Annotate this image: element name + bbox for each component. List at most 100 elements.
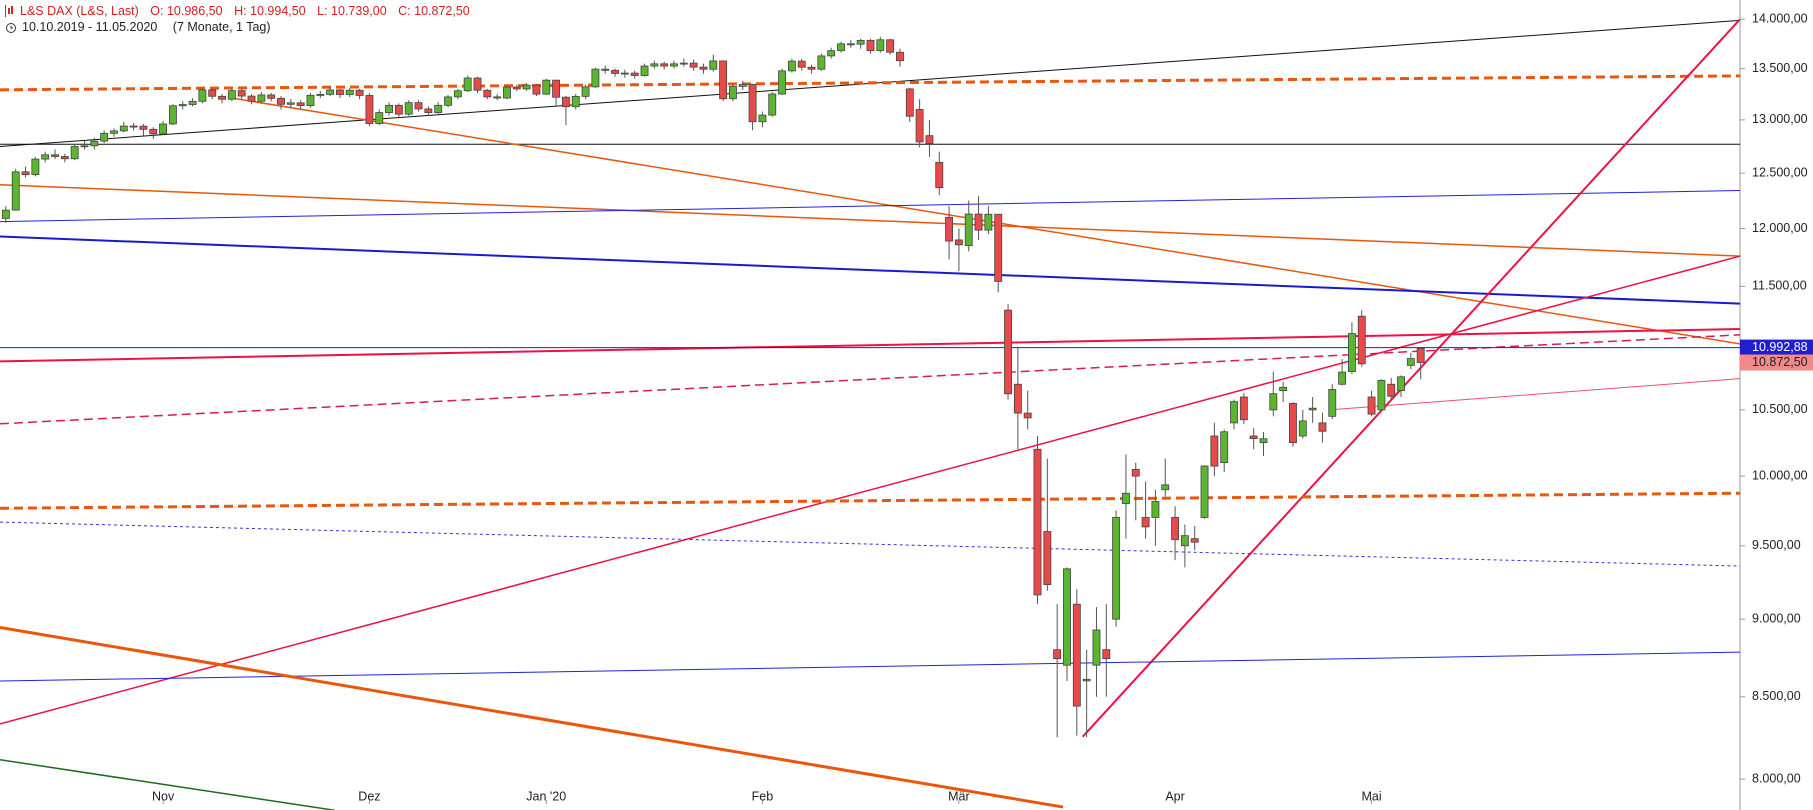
candle-body bbox=[984, 213, 993, 231]
candle-body bbox=[876, 39, 885, 51]
candle-body bbox=[90, 140, 99, 147]
trendline bbox=[0, 183, 1740, 257]
candle-body bbox=[1161, 484, 1170, 491]
candle-body bbox=[385, 104, 394, 113]
candle-body bbox=[945, 216, 954, 242]
candle-body bbox=[1279, 386, 1288, 392]
trendline bbox=[0, 758, 336, 810]
candle-body bbox=[1416, 347, 1425, 363]
header: L&S DAX (L&S, Last) O: 10.986,50 H: 10.9… bbox=[5, 4, 470, 34]
candle-body bbox=[866, 39, 875, 51]
x-tick-label: Jan '20 bbox=[526, 789, 566, 803]
candle-body bbox=[404, 102, 413, 115]
x-tick-label: Apr bbox=[1165, 789, 1184, 803]
candle-body bbox=[503, 86, 511, 99]
candle-body bbox=[1210, 435, 1219, 467]
candle-body bbox=[846, 43, 855, 46]
candle-body bbox=[1289, 403, 1297, 443]
icon bbox=[8, 8, 10, 14]
candle-body bbox=[837, 43, 845, 52]
candle-body bbox=[1082, 678, 1091, 682]
candle-body bbox=[1023, 412, 1032, 419]
candle-body bbox=[237, 90, 246, 97]
candle-body bbox=[424, 108, 433, 113]
candle-body bbox=[1357, 315, 1366, 365]
price-marker-label: 10.872,50 bbox=[1752, 355, 1808, 369]
candle-body bbox=[365, 95, 374, 124]
quote: C: 10.872,50 bbox=[398, 4, 470, 18]
candle-body bbox=[1347, 333, 1356, 373]
candle-body bbox=[11, 171, 20, 211]
candle-body bbox=[787, 60, 796, 72]
candle-body bbox=[1308, 407, 1317, 411]
candle-body bbox=[748, 83, 757, 123]
candle-body bbox=[738, 83, 747, 87]
candle-body bbox=[709, 60, 718, 70]
candle-body bbox=[758, 114, 767, 123]
trendline bbox=[0, 235, 1740, 305]
candle-body bbox=[277, 97, 285, 105]
candle-body bbox=[1043, 531, 1052, 586]
icon bbox=[11, 6, 13, 14]
candle-body bbox=[620, 72, 629, 75]
y-tick-label: 14.000,00 bbox=[1752, 12, 1808, 26]
candle-body bbox=[581, 86, 590, 97]
candle-body bbox=[925, 135, 934, 144]
candle-body bbox=[512, 86, 521, 90]
candle-body bbox=[1141, 517, 1150, 528]
instrument: L&S DAX (L&S, Last) bbox=[20, 4, 139, 18]
icon bbox=[5, 5, 6, 17]
candle-body bbox=[139, 125, 148, 130]
candle-body bbox=[1053, 649, 1062, 660]
span: (7 Monate, 1 Tag) bbox=[173, 20, 271, 34]
candle-body bbox=[827, 50, 836, 57]
candle-body bbox=[1092, 629, 1101, 666]
candle-body bbox=[817, 55, 826, 70]
y-tick-label: 13.500,00 bbox=[1752, 61, 1808, 75]
candle-body bbox=[630, 72, 639, 76]
x-tick-label: Nov bbox=[152, 789, 175, 803]
trendline bbox=[0, 491, 1740, 510]
trendline bbox=[0, 626, 1064, 809]
candle-body bbox=[571, 95, 580, 108]
candle-body bbox=[797, 60, 806, 68]
candle-body bbox=[188, 100, 197, 105]
candle-body bbox=[1230, 401, 1238, 424]
candle-body bbox=[1131, 468, 1140, 477]
candle-body bbox=[1239, 396, 1248, 421]
candle-body bbox=[1180, 535, 1189, 547]
candle-body bbox=[1220, 431, 1229, 464]
candle-body bbox=[483, 89, 492, 98]
candle-body bbox=[768, 93, 777, 116]
candle-body bbox=[355, 89, 364, 96]
y-tick-label: 12.000,00 bbox=[1752, 221, 1808, 235]
header-period: 10.10.2019 - 11.05.2020 (7 Monate, 1 Tag… bbox=[22, 20, 271, 34]
clock-icon bbox=[6, 23, 16, 33]
candle-body bbox=[119, 125, 128, 132]
candle-body bbox=[149, 128, 158, 135]
candle-body bbox=[1259, 438, 1268, 443]
y-tick-label: 9.500,00 bbox=[1752, 538, 1801, 552]
candle-body bbox=[1151, 501, 1160, 518]
candle-body bbox=[994, 213, 1003, 282]
trendline bbox=[1081, 18, 1740, 738]
candle-body bbox=[1102, 649, 1111, 660]
candle-body bbox=[1063, 568, 1071, 666]
candle-body bbox=[159, 123, 168, 135]
candle-body bbox=[1004, 309, 1012, 395]
candle-body bbox=[247, 95, 256, 102]
candle-body bbox=[345, 89, 354, 95]
y-tick-label: 8.500,00 bbox=[1752, 689, 1801, 703]
candle-body bbox=[70, 146, 79, 160]
candle-body bbox=[719, 60, 728, 100]
x-tick-label: Mär bbox=[948, 789, 970, 803]
candle-body bbox=[650, 63, 659, 67]
candle-body bbox=[267, 94, 276, 99]
candle-body bbox=[444, 96, 452, 106]
candle-body bbox=[1406, 358, 1415, 366]
price-marker-label: 10.992,88 bbox=[1752, 340, 1808, 354]
candle-body bbox=[591, 68, 600, 88]
candle-body bbox=[414, 102, 423, 110]
candle-body bbox=[129, 125, 138, 128]
candle-body bbox=[1377, 380, 1386, 411]
